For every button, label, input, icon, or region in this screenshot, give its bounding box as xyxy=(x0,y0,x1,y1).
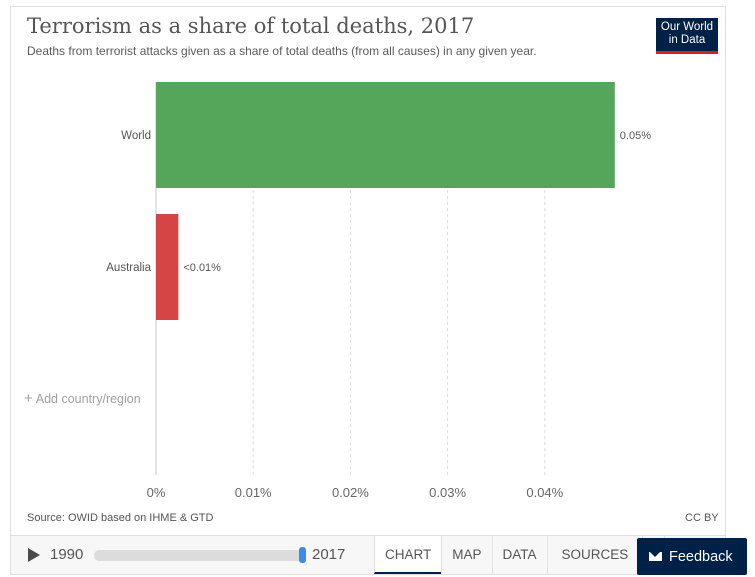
value-label: <0.01% xyxy=(183,262,221,274)
license-link[interactable]: CC BY xyxy=(685,512,719,524)
timeline-end-year: 2017 xyxy=(312,546,346,563)
tab-sources[interactable]: SOURCES xyxy=(546,536,643,574)
bar-australia[interactable] xyxy=(156,214,179,320)
value-label: 0.05% xyxy=(620,130,651,142)
plus-icon: + xyxy=(24,390,33,407)
logo-line-2: in Data xyxy=(668,34,706,46)
controls-bar: 1990 2017 CHART MAP DATA SOURCES xyxy=(10,535,726,575)
owid-logo[interactable]: Our World in Data xyxy=(656,18,718,54)
x-tick-label: 0.01% xyxy=(235,485,272,500)
chart-subtitle: Deaths from terrorist attacks given as a… xyxy=(27,44,537,58)
source-note: Source: OWID based on IHME & GTD xyxy=(27,512,214,524)
tab-map[interactable]: MAP xyxy=(441,536,491,574)
timeline-handle[interactable] xyxy=(299,547,306,563)
view-tabs: CHART MAP DATA SOURCES xyxy=(374,536,686,574)
tab-data[interactable]: DATA xyxy=(491,536,547,574)
x-tick-label: 0% xyxy=(147,485,166,500)
feedback-label: Feedback xyxy=(669,548,733,565)
feedback-button[interactable]: Feedback xyxy=(637,538,747,575)
category-label: World xyxy=(121,130,151,142)
x-tick-label: 0.02% xyxy=(332,485,369,500)
play-icon[interactable] xyxy=(28,548,40,562)
add-country-button[interactable]: + Add country/region xyxy=(24,390,141,407)
logo-line-1: Our World xyxy=(660,21,714,33)
envelope-icon xyxy=(649,552,662,561)
bar-world[interactable] xyxy=(156,82,615,188)
chart-title: Terrorism as a share of total deaths, 20… xyxy=(27,14,475,38)
x-tick-label: 0.04% xyxy=(526,485,563,500)
x-tick-label: 0.03% xyxy=(429,485,466,500)
category-label: Australia xyxy=(106,262,151,274)
add-country-label: Add country/region xyxy=(35,392,141,406)
timeline-start-year: 1990 xyxy=(50,546,84,563)
tab-chart[interactable]: CHART xyxy=(374,536,442,574)
timeline-slider[interactable] xyxy=(94,550,305,561)
